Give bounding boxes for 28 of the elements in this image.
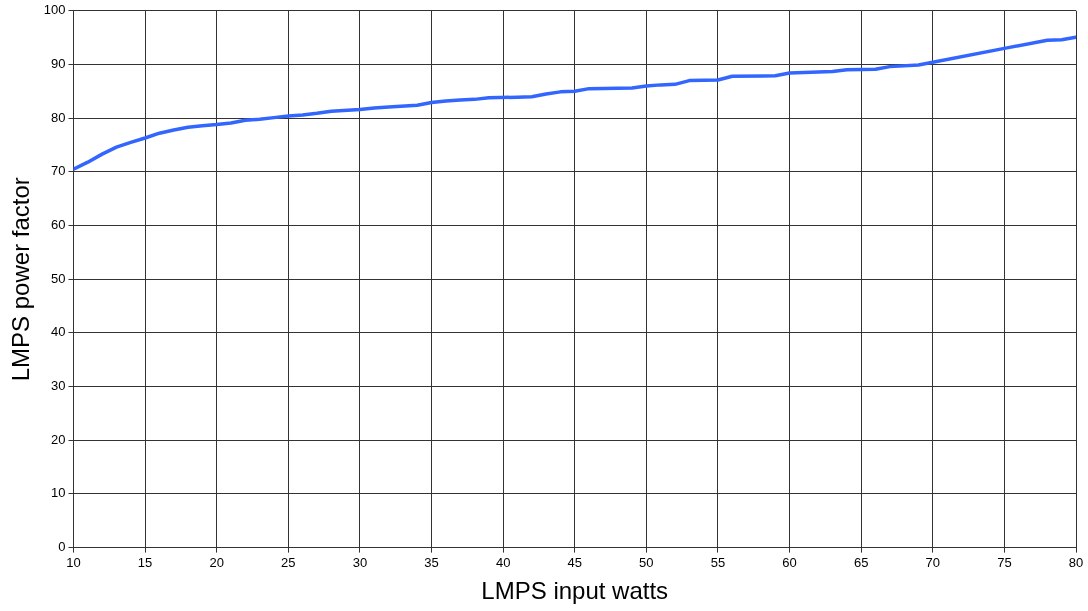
x-tick-label: 40 <box>495 554 511 570</box>
x-tick-label: 75 <box>997 554 1012 570</box>
y-tick-label: 70 <box>51 163 66 179</box>
y-tick-label: 30 <box>51 378 66 394</box>
x-tick-label: 15 <box>137 554 153 570</box>
x-tick-label: 35 <box>424 554 439 570</box>
x-tick-label: 80 <box>1068 554 1084 570</box>
y-tick-label: 40 <box>51 324 66 340</box>
x-tick-label: 65 <box>853 554 869 570</box>
y-tick-label: 10 <box>51 485 66 501</box>
y-tick-label: 100 <box>43 2 66 18</box>
x-tick-label: 20 <box>209 554 224 570</box>
y-tick-label: 80 <box>51 109 66 125</box>
y-tick-label: 60 <box>51 217 66 233</box>
y-tick-label: 20 <box>51 431 66 447</box>
y-tick-label: 0 <box>58 539 66 555</box>
x-tick-label: 60 <box>782 554 797 570</box>
x-tick-label: 50 <box>639 554 654 570</box>
x-tick-label: 25 <box>281 554 296 570</box>
x-axis-title: LMPS input watts <box>481 577 669 605</box>
y-tick-label: 50 <box>51 270 66 286</box>
x-tick-label: 45 <box>567 554 582 570</box>
x-tick-label: 70 <box>925 554 941 570</box>
x-tick-label: 55 <box>710 554 726 570</box>
y-tick-label: 90 <box>51 56 66 72</box>
x-tick-label: 30 <box>352 554 368 570</box>
y-axis-title: LMPS power factor <box>7 177 35 382</box>
x-tick-label: 10 <box>66 554 81 570</box>
